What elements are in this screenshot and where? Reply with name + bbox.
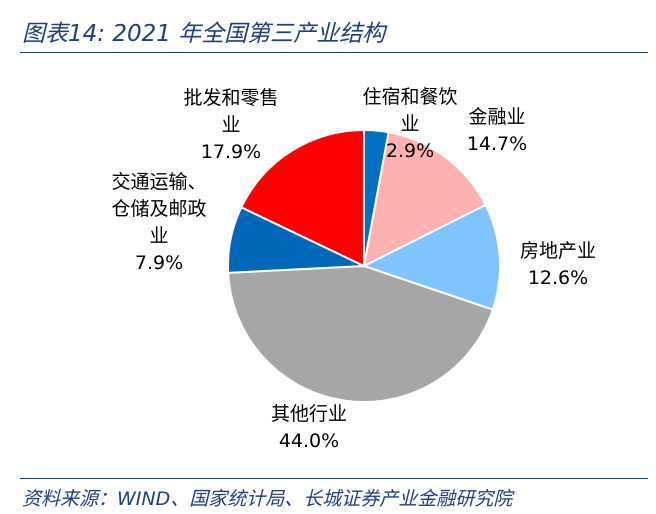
- slice-label: 住宿和餐饮业 2.9%: [362, 86, 457, 162]
- slice-label: 其他行业 44.0%: [271, 403, 347, 452]
- slice-value-label: 14.7%: [467, 133, 527, 155]
- source-rule: [20, 478, 648, 479]
- slice-name-label: 业: [221, 114, 240, 136]
- slice-name-label: 批发和零售: [183, 87, 278, 109]
- slice-name-label: 金融业: [468, 106, 525, 128]
- slice-label: 交通运输、仓储及邮政业 7.9%: [111, 171, 206, 274]
- slice-name-label: 业: [149, 225, 168, 247]
- pie-slice: [361, 203, 502, 311]
- slice-name-label: 交通运输、: [111, 171, 206, 193]
- slice-value-label: 2.9%: [386, 140, 434, 162]
- slice-value-label: 44.0%: [279, 430, 339, 452]
- slice-name-label: 仓储及邮政: [111, 198, 206, 220]
- slice-label: 金融业 14.7%: [467, 106, 527, 155]
- slice-value-label: 17.9%: [201, 141, 261, 163]
- slice-name-label: 业: [400, 113, 419, 135]
- figure-title: 图表14: 2021 年全国第三产业结构: [22, 21, 386, 47]
- slice-name-label: 住宿和餐饮: [362, 86, 457, 108]
- figure-source: 资料来源：WIND、国家统计局、长城证券产业金融研究院: [22, 488, 513, 510]
- slice-name-label: 其他行业: [271, 403, 347, 425]
- slice-label: 批发和零售业 17.9%: [183, 87, 278, 163]
- pie-slice: [239, 128, 365, 268]
- slice-value-label: 7.9%: [135, 252, 183, 274]
- slice-label: 房地产业 12.6%: [520, 240, 596, 289]
- pie-slice: [227, 264, 495, 403]
- slice-name-label: 房地产业: [520, 240, 596, 262]
- title-rule: [20, 52, 648, 53]
- slice-value-label: 12.6%: [528, 267, 588, 289]
- pie-slice: [362, 131, 487, 268]
